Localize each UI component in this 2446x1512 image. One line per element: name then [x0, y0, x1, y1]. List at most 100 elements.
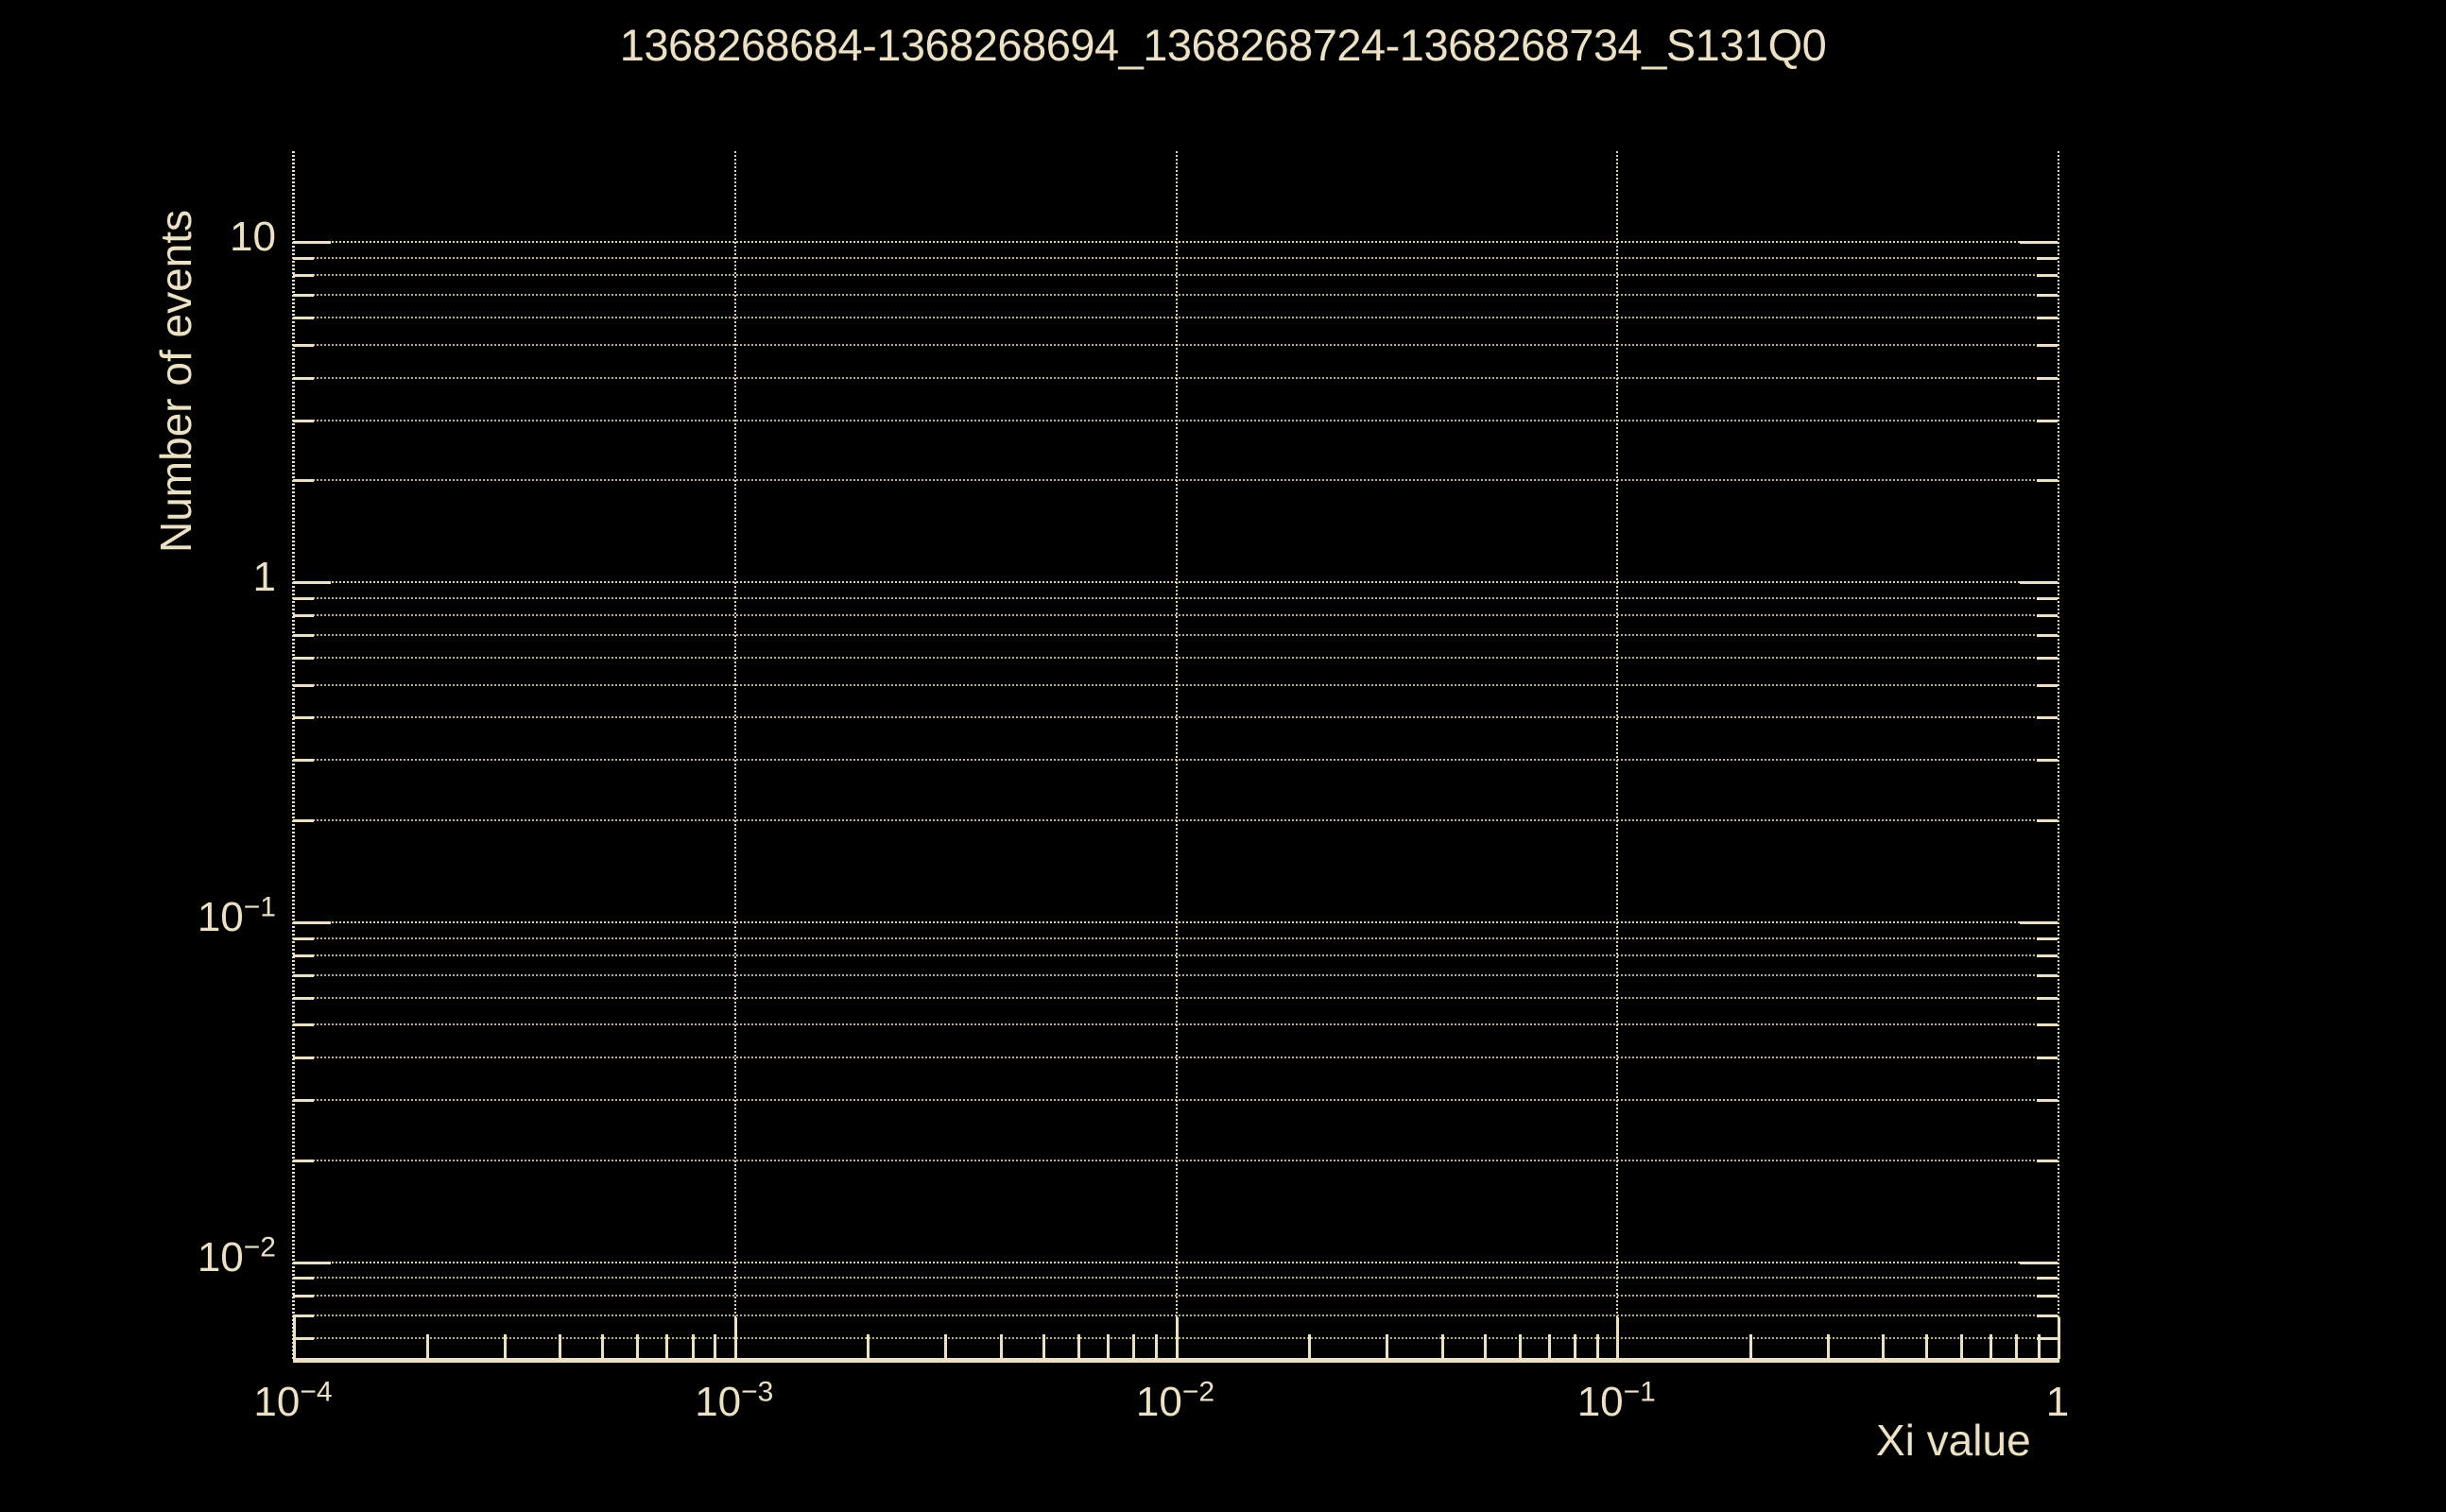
x-tick-mark [1959, 1334, 1963, 1359]
x-tick-mark [1155, 1334, 1159, 1359]
x-tick-mantissa: 10 [253, 1379, 301, 1425]
x-tick-mark [1989, 1334, 1992, 1359]
x-tick-mark [691, 1334, 695, 1359]
y-tick-mark-right [2037, 936, 2058, 940]
y-tick-mark [293, 996, 314, 1000]
y-tick-mark [293, 1336, 314, 1340]
x-tick-label: 10−4 [208, 1378, 378, 1425]
y-tick-mark [293, 581, 331, 585]
gridline-vertical [293, 151, 295, 1359]
x-tick-mark [999, 1334, 1003, 1359]
x-tick-mark [1547, 1334, 1551, 1359]
y-tick-mark-right [2037, 343, 2058, 347]
y-tick-mark-right [2037, 1314, 2058, 1317]
page-title: 1368268684-1368268694_1368268724-1368268… [619, 20, 1827, 70]
y-tick-mark-right [2037, 1336, 2058, 1340]
x-tick-mark [1595, 1334, 1599, 1359]
x-tick-mantissa: 10 [1576, 1379, 1624, 1425]
x-tick-mark [1882, 1334, 1886, 1359]
y-tick-mark-right [2037, 973, 2058, 977]
x-tick-mark [1748, 1334, 1752, 1359]
y-tick-mark-right [2037, 478, 2058, 482]
x-tick-mark [1308, 1334, 1311, 1359]
y-tick-mark [293, 633, 314, 637]
x-tick-mark [867, 1334, 870, 1359]
y-tick-mark-right [2037, 317, 2058, 320]
y-tick-mark [293, 241, 331, 245]
y-tick-mark [293, 1159, 314, 1162]
y-tick-mark [293, 614, 314, 617]
y-tick-mark [293, 716, 314, 720]
y-tick-mark [293, 1057, 314, 1060]
x-tick-mantissa: 10 [695, 1379, 742, 1425]
y-tick-mark [293, 376, 314, 380]
x-tick-label: 10−1 [1531, 1378, 1701, 1425]
gridline-vertical [1175, 151, 1178, 1359]
plot-frame [292, 151, 2060, 1363]
gridline-vertical [1616, 151, 1619, 1359]
x-tick-mark [1616, 1317, 1620, 1359]
x-tick-label: 10−2 [1091, 1378, 1261, 1425]
y-tick-mark-right [2037, 274, 2058, 278]
x-tick-mark [503, 1334, 507, 1359]
y-tick-mark-right [2037, 256, 2058, 260]
y-tick-mark [293, 1099, 314, 1103]
y-tick-mark-right [2037, 376, 2058, 380]
x-axis-title: Xi value [1876, 1416, 2031, 1465]
x-tick-mark [636, 1334, 640, 1359]
x-tick-mark [2058, 1317, 2060, 1359]
y-tick-mark [293, 274, 314, 278]
x-tick-mark [1107, 1334, 1111, 1359]
y-tick-mark [293, 954, 314, 957]
x-tick-exponent: −4 [300, 1376, 333, 1408]
y-tick-mark-right [2020, 241, 2058, 245]
y-tick-mark [293, 759, 314, 763]
y-tick-mark-right [2037, 633, 2058, 637]
y-tick-mark-right [2037, 1057, 2058, 1060]
x-tick-mark [1132, 1334, 1136, 1359]
y-tick-mark-right [2037, 683, 2058, 687]
y-tick-mark [293, 683, 314, 687]
x-tick-label: 1 [2045, 1379, 2070, 1425]
y-tick-mark [293, 657, 314, 660]
y-tick-mark [293, 478, 314, 482]
x-tick-mark [1518, 1334, 1522, 1359]
x-tick-mark [1924, 1334, 1928, 1359]
x-tick-mark [1826, 1334, 1830, 1359]
y-tick-mark-right [2037, 1277, 2058, 1280]
x-tick-mark [665, 1334, 669, 1359]
y-tick-mark [293, 294, 314, 297]
gridline-vertical [2058, 151, 2059, 1359]
x-tick-mark [1440, 1334, 1444, 1359]
y-tick-mark-right [2037, 294, 2058, 297]
x-tick-mark [559, 1334, 561, 1359]
y-tick-mark-right [2037, 419, 2058, 422]
x-tick-mark [1483, 1334, 1487, 1359]
y-tick-mark-right [2020, 581, 2058, 585]
y-tick-mark [293, 1277, 314, 1280]
y-tick-exponent: −1 [243, 891, 276, 923]
x-tick-mark [1077, 1334, 1080, 1359]
y-tick-mark-right [2037, 818, 2058, 822]
y-tick-mark-right [2037, 759, 2058, 763]
x-tick-mark [601, 1334, 605, 1359]
x-tick-mark [2014, 1334, 2018, 1359]
y-tick-exponent: −2 [243, 1231, 276, 1263]
y-tick-mantissa: 10 [197, 1233, 244, 1280]
y-tick-mark [293, 1023, 314, 1027]
y-tick-mark-right [2037, 716, 2058, 720]
y-tick-mark [293, 343, 314, 347]
y-tick-mark [293, 936, 314, 940]
y-tick-mark [293, 256, 314, 260]
x-tick-mark [1042, 1334, 1045, 1359]
y-tick-mark-right [2020, 921, 2058, 924]
x-tick-mark [293, 1317, 296, 1359]
y-tick-mark [293, 317, 314, 320]
x-tick-mark [1175, 1317, 1179, 1359]
gridline-vertical [733, 151, 736, 1359]
y-tick-mark-right [2037, 657, 2058, 660]
x-tick-mantissa: 10 [1135, 1379, 1182, 1425]
y-tick-mark [293, 1294, 314, 1297]
x-tick-mark [733, 1317, 737, 1359]
